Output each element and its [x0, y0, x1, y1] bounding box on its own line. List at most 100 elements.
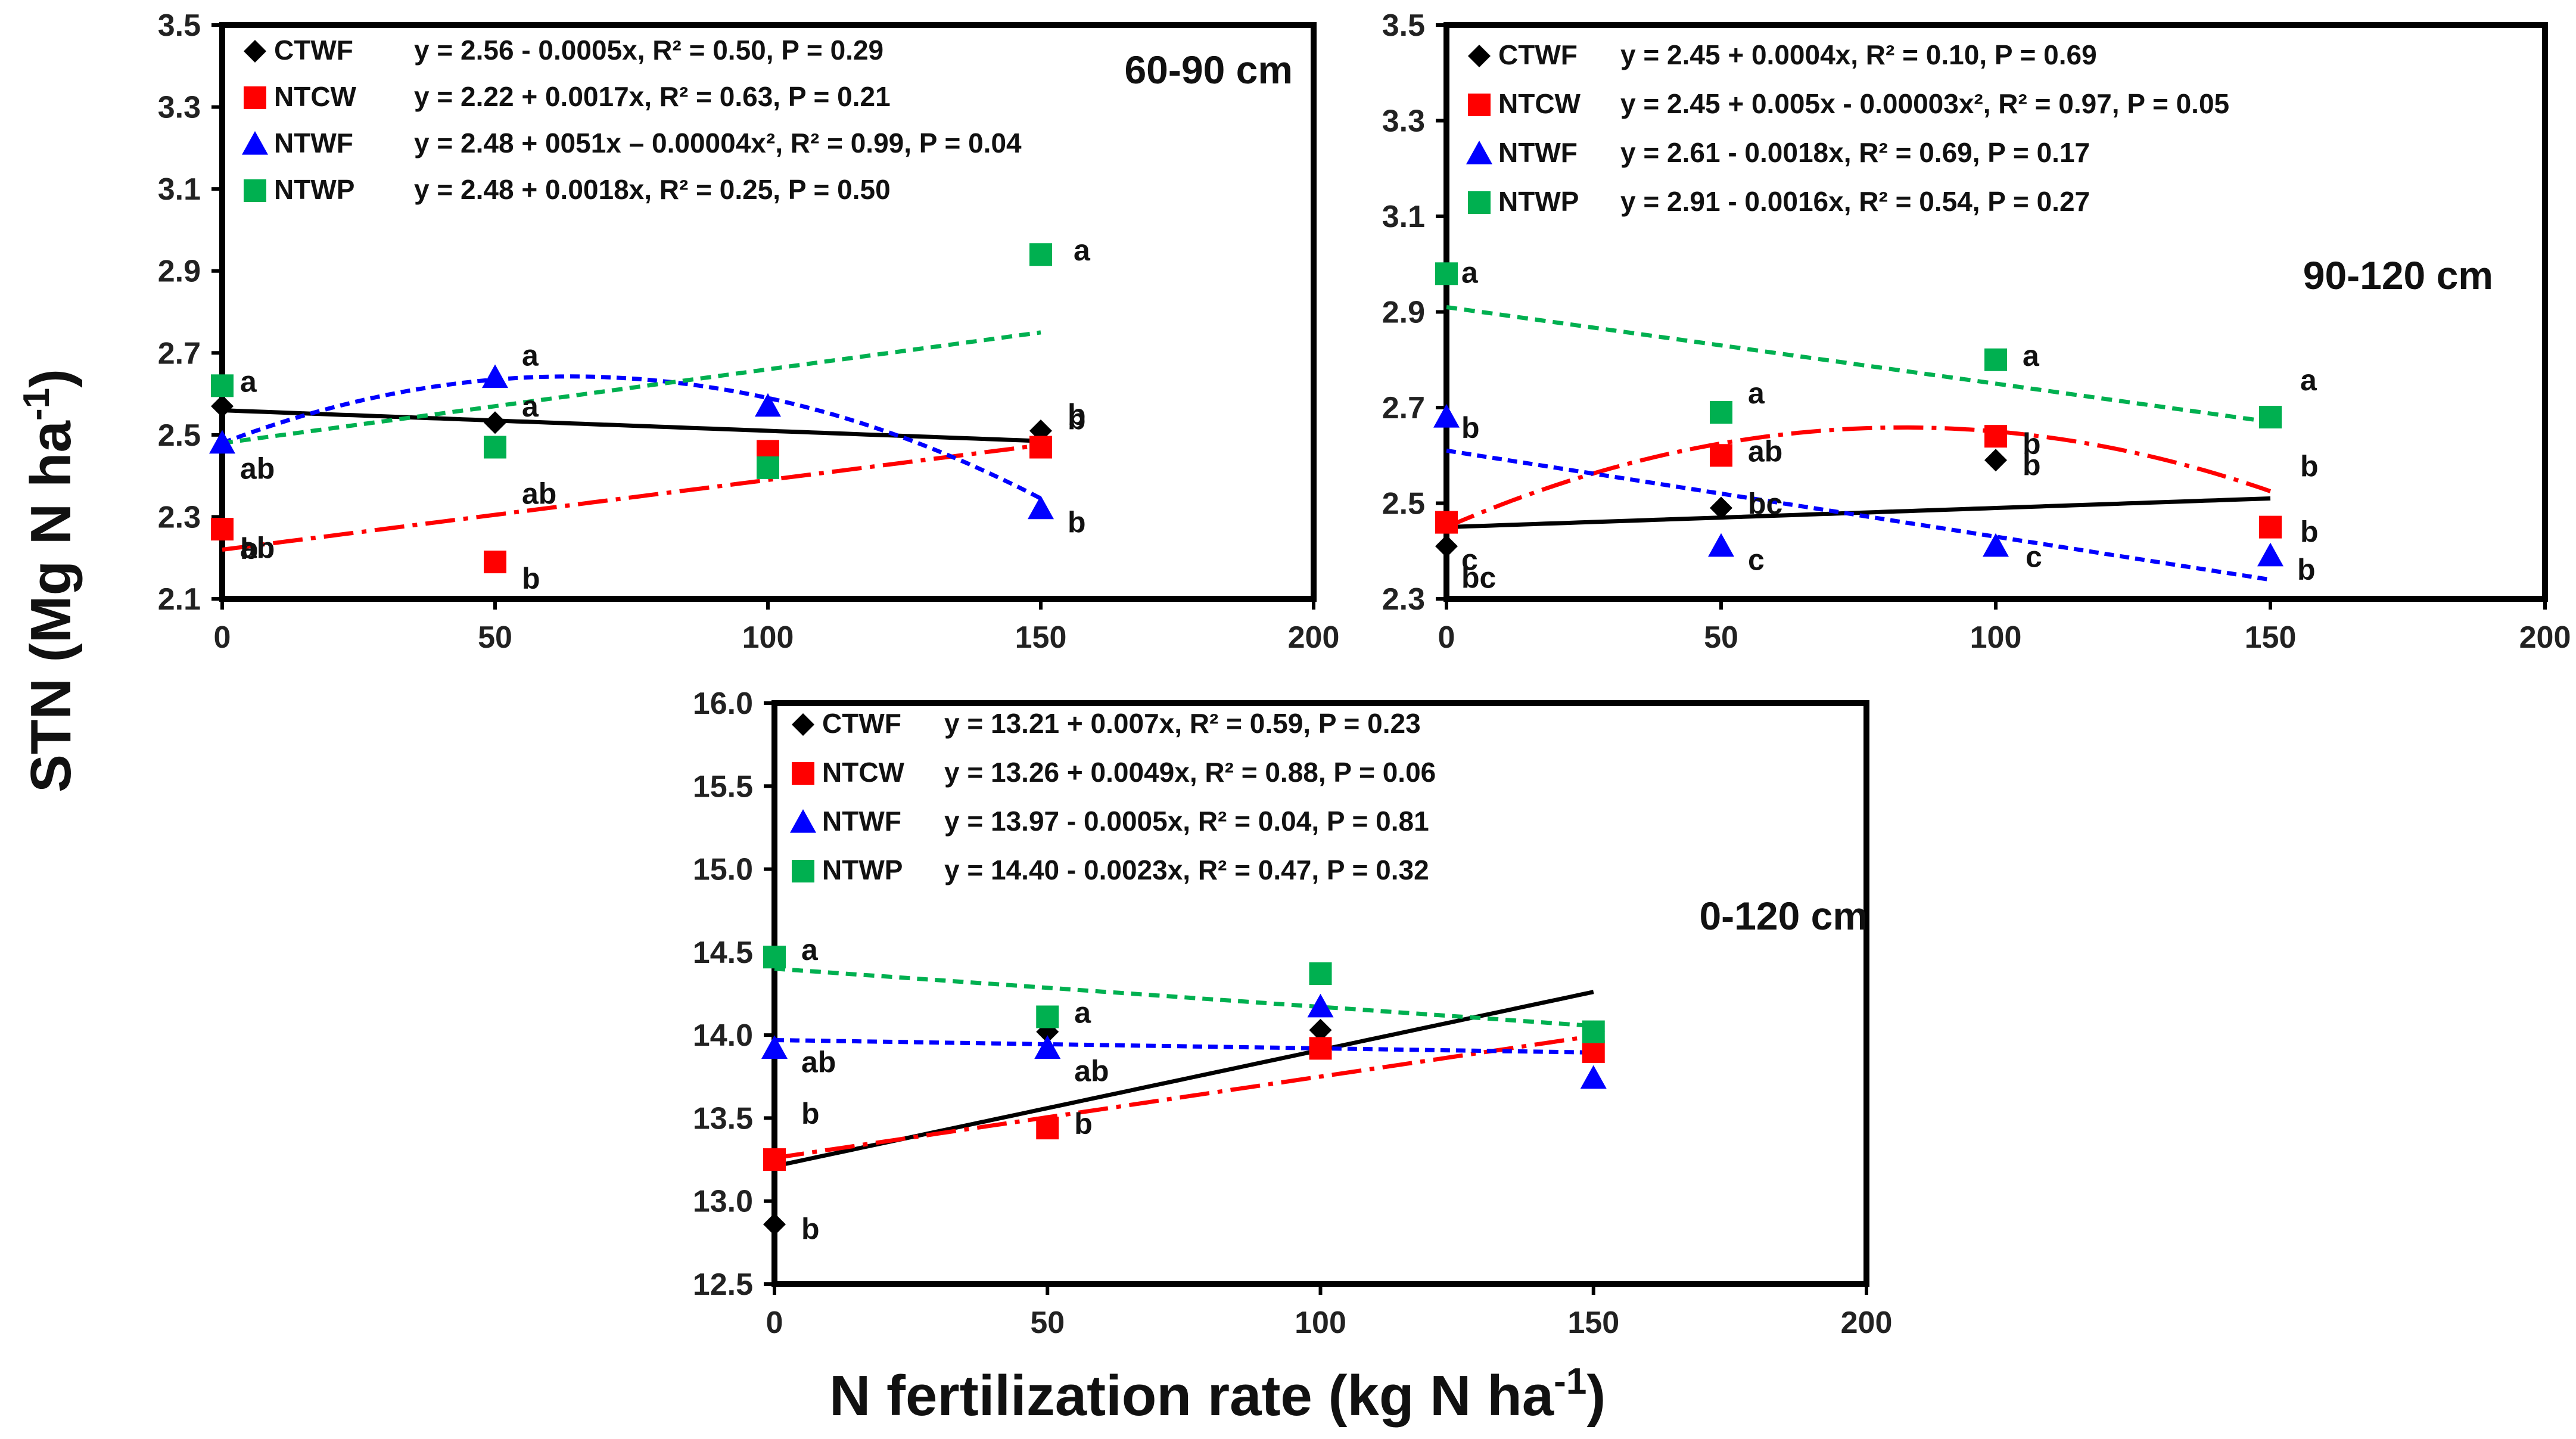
- fit-line-ntwf: [1446, 448, 2271, 582]
- data-point-ntwp: [1582, 1020, 1605, 1043]
- panel-title: 60-90 cm: [1124, 48, 1293, 92]
- significance-letter: b: [1068, 506, 1086, 539]
- significance-letter: ab: [1074, 1054, 1109, 1087]
- y-tick-label: 15.5: [693, 769, 753, 804]
- data-point-ntwf: [209, 430, 235, 454]
- data-point-ntwp: [1435, 262, 1458, 285]
- data-point-ntwf: [1307, 993, 1334, 1018]
- data-point-ntcw: [1984, 425, 2007, 448]
- significance-letter: a: [1074, 996, 1091, 1030]
- significance-letter: b: [2023, 448, 2041, 481]
- significance-letter: b: [2300, 515, 2319, 549]
- x-tick-label: 200: [2519, 620, 2571, 655]
- legend-marker-ntwf: [242, 131, 268, 155]
- fit-line-ntwp: [1446, 305, 2271, 424]
- data-point-ctwf: [763, 1213, 786, 1236]
- legend-marker-ntwp: [244, 179, 266, 202]
- y-tick-label: 15.0: [693, 853, 753, 887]
- data-point-ntwp: [484, 436, 506, 459]
- data-point-ntcw: [211, 518, 234, 541]
- legend-marker-ctwf: [792, 713, 814, 736]
- significance-letter: a: [1074, 234, 1091, 267]
- x-tick-label: 200: [1288, 620, 1340, 655]
- chart-panel-2: 0 50 100 150 200 2.3 2.5 2.7 2.9 3.1 3.3 3.5 90-120 …: [1382, 8, 2571, 655]
- legend-label: CTWF: [274, 35, 353, 66]
- fit-line-ctwf: [774, 990, 1594, 1168]
- legend-label: NTWP: [274, 174, 354, 205]
- y-tick-label: 2.7: [1382, 391, 1425, 425]
- y-axis-title: STN (Mg N ha-1): [16, 369, 83, 792]
- legend-marker-ntwf: [790, 809, 816, 833]
- y-tick-label: 14.0: [693, 1018, 753, 1053]
- data-point-ctwf: [1309, 1018, 1332, 1042]
- regression-equation: y = 13.26 + 0.0049x, R² = 0.88, P = 0.06: [944, 757, 1436, 788]
- legend-label: CTWF: [1498, 39, 1578, 70]
- legend-label: NTWP: [1498, 186, 1579, 217]
- panel-title: 0-120 cm: [1699, 894, 1868, 938]
- significance-letter: ab: [1748, 434, 1782, 468]
- significance-letter: b: [801, 1097, 820, 1130]
- legend-label: CTWF: [822, 708, 901, 739]
- data-point-ntcw: [1309, 1037, 1332, 1060]
- legend-label: NTCW: [274, 81, 357, 112]
- x-tick-label: 50: [1704, 620, 1738, 655]
- x-axis-title: N fertilization rate (kg N ha-1): [829, 1361, 1606, 1428]
- significance-letter: a: [1461, 256, 1479, 289]
- regression-equation: y = 13.21 + 0.007x, R² = 0.59, P = 0.23: [944, 708, 1421, 739]
- legend-marker-ntcw: [244, 86, 266, 109]
- significance-letter: ab: [240, 532, 275, 565]
- x-tick-label: 0: [214, 620, 231, 655]
- data-point-ctwf: [484, 411, 506, 434]
- significance-letter: ab: [240, 452, 275, 486]
- legend-marker-ntwp: [1468, 191, 1491, 214]
- significance-letter: b: [240, 532, 259, 565]
- legend-label: NTWF: [1498, 137, 1578, 168]
- significance-letter: a: [522, 339, 539, 372]
- data-point-ntwp: [1984, 348, 2007, 371]
- y-tick-label: 2.9: [1382, 296, 1425, 330]
- significance-letter: b: [1461, 411, 1480, 445]
- x-tick-label: 100: [1295, 1306, 1346, 1340]
- significance-letter: c: [2026, 540, 2042, 574]
- data-point-ntwf: [1028, 495, 1054, 520]
- fit-line-ntcw: [774, 1034, 1594, 1160]
- y-tick-label: 2.7: [158, 336, 201, 371]
- significance-letter: a: [2023, 339, 2040, 372]
- significance-letter: b: [801, 1213, 820, 1246]
- regression-equation: y = 2.45 + 0.005x - 0.00003x², R² = 0.97…: [1620, 88, 2229, 119]
- y-tick-label: 2.5: [1382, 487, 1425, 521]
- significance-letter: c: [1748, 543, 1765, 577]
- significance-letter: a: [522, 390, 539, 423]
- significance-letter: b: [1074, 1107, 1093, 1140]
- significance-letter: c: [1461, 543, 1478, 577]
- x-tick-label: 150: [1015, 620, 1067, 655]
- y-tick-label: 2.3: [158, 500, 201, 534]
- chart-panel-1: 0 50 100 150 200 2.1 2.3 2.5 2.7 2.9 3.1 3.3 3.5 60-9…: [158, 8, 1340, 655]
- data-point-ntcw: [1582, 1040, 1605, 1063]
- x-tick-label: 50: [478, 620, 512, 655]
- data-point-ntcw: [1435, 511, 1458, 534]
- data-point-ntwf: [761, 1035, 788, 1059]
- data-point-ntwf: [755, 393, 781, 417]
- fit-line-ctwf: [1446, 496, 2271, 530]
- data-point-ctwf: [211, 394, 234, 418]
- significance-letter: b: [1068, 402, 1086, 436]
- data-point-ctwf: [1435, 534, 1458, 558]
- fit-line-ctwf: [222, 408, 1041, 443]
- data-point-ctwf: [1710, 496, 1732, 520]
- significance-letter: bc: [1748, 487, 1782, 521]
- fit-line-ntwf: [221, 374, 1042, 501]
- y-tick-label: 13.0: [693, 1185, 753, 1219]
- legend-label: NTWF: [274, 128, 353, 158]
- data-point-ntcw: [1710, 444, 1732, 467]
- legend-label: NTWF: [822, 806, 901, 837]
- significance-letter: a: [240, 365, 257, 398]
- significance-letter: b: [2023, 427, 2041, 461]
- panel-title: 90-120 cm: [2303, 253, 2493, 297]
- regression-equation: y = 2.56 - 0.0005x, R² = 0.50, P = 0.29: [414, 35, 883, 66]
- data-point-ntwf: [1983, 533, 2009, 557]
- x-tick-label: 50: [1030, 1306, 1065, 1340]
- regression-equation: y = 2.91 - 0.0016x, R² = 0.54, P = 0.27: [1620, 186, 2090, 217]
- significance-letter: a: [2300, 363, 2317, 397]
- y-tick-label: 2.9: [158, 254, 201, 289]
